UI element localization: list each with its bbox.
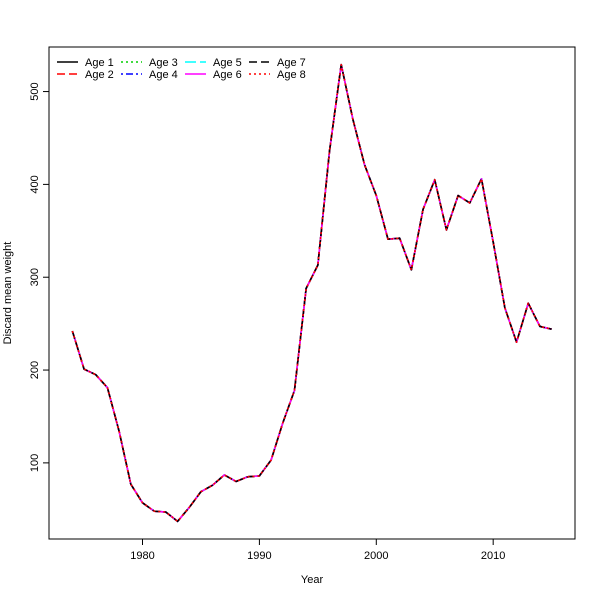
series-line-age-5	[71, 63, 552, 523]
legend-label-age-6: Age 6	[213, 69, 242, 81]
series-line-age-8	[71, 63, 552, 523]
legend-label-age-8: Age 8	[277, 69, 306, 81]
y-tick-label: 100	[29, 454, 41, 472]
series-line-age-6	[71, 63, 552, 523]
series-line-age-7	[71, 63, 552, 523]
series-line-age-3	[71, 63, 552, 523]
series-line-age-2	[71, 63, 552, 523]
legend-label-age-7: Age 7	[277, 57, 306, 69]
y-tick-label: 300	[29, 268, 41, 286]
y-tick-label: 500	[29, 82, 41, 100]
series-line-age-4	[71, 63, 552, 523]
x-tick-label: 1990	[247, 550, 271, 562]
y-tick-label: 400	[29, 175, 41, 193]
series-line-age-1	[71, 63, 552, 523]
y-axis-title: Discard mean weight	[2, 242, 14, 345]
series-layer	[71, 63, 552, 523]
legend-label-age-1: Age 1	[85, 57, 114, 69]
x-axis-title: Year	[301, 574, 324, 586]
y-axis: 100 200 300 400 500	[29, 82, 50, 472]
x-tick-label: 2000	[364, 550, 388, 562]
y-tick-label: 200	[29, 361, 41, 379]
plot-frame	[48, 46, 576, 540]
legend-label-age-3: Age 3	[149, 57, 178, 69]
x-tick-label: 1980	[130, 550, 154, 562]
x-tick-label: 2010	[481, 550, 505, 562]
legend-label-age-2: Age 2	[85, 69, 114, 81]
legend-label-age-4: Age 4	[149, 69, 178, 81]
x-axis: 1980 1990 2000 2010	[130, 538, 505, 562]
legend-label-age-5: Age 5	[213, 57, 242, 69]
